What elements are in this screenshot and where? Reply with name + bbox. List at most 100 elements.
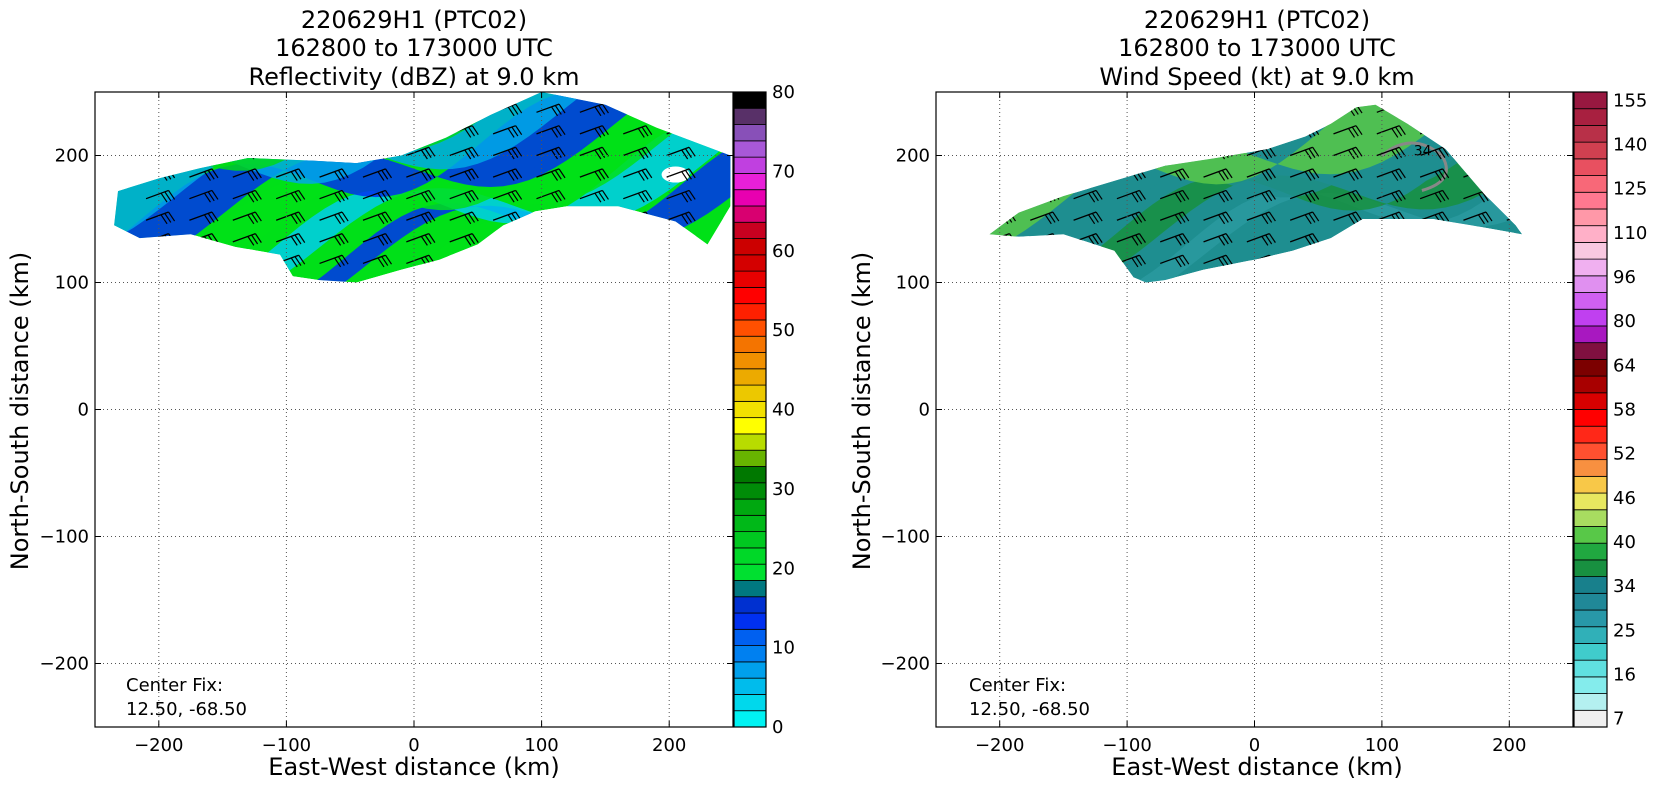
colorbar-tick-label: 40 bbox=[772, 400, 795, 421]
barb-feather bbox=[1265, 256, 1273, 266]
barb-feather bbox=[1005, 148, 1013, 158]
barb-feather bbox=[337, 191, 345, 202]
barb-feather bbox=[645, 168, 653, 179]
barb-feather bbox=[1225, 190, 1233, 200]
barb-feather bbox=[247, 236, 255, 246]
barb-feather bbox=[334, 106, 342, 117]
barb-feather bbox=[290, 192, 298, 203]
wind-barb bbox=[449, 254, 473, 265]
wind-barb bbox=[666, 254, 690, 265]
barb-feather bbox=[554, 191, 562, 202]
barb-feather bbox=[1131, 192, 1139, 203]
barb-feather bbox=[1485, 254, 1493, 265]
barb-feather bbox=[1395, 105, 1403, 115]
barb-feather bbox=[294, 105, 302, 115]
colorbar-segment bbox=[1573, 308, 1608, 327]
wind-barb bbox=[189, 125, 213, 135]
barb-feather bbox=[1529, 190, 1535, 199]
barb-feather bbox=[385, 103, 393, 114]
colorbar-segment bbox=[733, 254, 767, 272]
barb-feather bbox=[1529, 234, 1535, 243]
barb-feather bbox=[684, 169, 692, 180]
colorbar-segment bbox=[1573, 91, 1608, 110]
barb-feather bbox=[1312, 233, 1320, 243]
y-tick-label: 0 bbox=[78, 400, 89, 421]
barb-feather bbox=[1182, 254, 1190, 265]
wind-barb bbox=[406, 103, 430, 113]
wind-barb bbox=[1246, 104, 1270, 113]
x-tick-label: −200 bbox=[975, 735, 1024, 756]
barb-feather bbox=[1182, 104, 1190, 114]
barb-feather bbox=[1308, 256, 1316, 266]
barb-feather bbox=[507, 171, 515, 181]
barb-feather bbox=[1268, 190, 1276, 200]
barb-feather bbox=[1138, 233, 1146, 243]
barb-feather bbox=[641, 256, 649, 266]
barb-feather bbox=[1442, 168, 1450, 179]
wind-speed-panel: 220629H1 (PTC02) 162800 to 173000 UTC Wi… bbox=[848, 6, 1647, 781]
barb-feather bbox=[1442, 146, 1450, 157]
barb-feather bbox=[164, 105, 172, 115]
barb-feather bbox=[251, 191, 259, 202]
barb-feather bbox=[1308, 148, 1316, 158]
barb-feather bbox=[1438, 148, 1446, 158]
barb-feather bbox=[1261, 236, 1269, 246]
barb-feather bbox=[1308, 169, 1316, 180]
barb-feather bbox=[637, 214, 645, 225]
field-band bbox=[114, 92, 731, 272]
barb-feather bbox=[1178, 256, 1186, 266]
barb-feather bbox=[515, 146, 523, 157]
barb-feather bbox=[1481, 191, 1489, 202]
barb-feather bbox=[164, 126, 172, 137]
barb-feather bbox=[1351, 256, 1359, 266]
barb-feather bbox=[1221, 126, 1229, 137]
barb-feather bbox=[684, 126, 692, 137]
barb-feather bbox=[1044, 149, 1052, 160]
barb-feather bbox=[1052, 104, 1060, 114]
barb-feather bbox=[207, 256, 215, 266]
barb-feather bbox=[1135, 213, 1143, 223]
wind-barb bbox=[579, 254, 603, 265]
barb-feather bbox=[1095, 125, 1103, 136]
barb-feather bbox=[688, 168, 696, 179]
contour-34kt bbox=[1380, 141, 1448, 192]
colorbar-frame bbox=[1573, 91, 1608, 728]
barb-feather bbox=[594, 214, 602, 225]
barb-feather bbox=[1351, 234, 1359, 245]
colorbar-segment bbox=[733, 710, 767, 728]
barb-feather bbox=[1052, 190, 1060, 200]
barb-feather bbox=[601, 103, 609, 114]
barb-feather bbox=[377, 128, 385, 138]
barb-feather bbox=[1182, 125, 1190, 136]
wind-barb bbox=[1506, 125, 1522, 135]
barb-feather bbox=[428, 168, 436, 179]
barb-feather bbox=[1304, 106, 1312, 117]
y-tick-label: 100 bbox=[896, 273, 930, 294]
x-tick-label: 0 bbox=[1249, 735, 1260, 756]
colorbar-segment bbox=[733, 319, 767, 337]
barb-feather bbox=[251, 126, 259, 137]
barb-feather bbox=[207, 169, 215, 180]
colorbar-segment bbox=[733, 400, 767, 419]
barb-feather bbox=[684, 234, 692, 245]
barb-feather bbox=[645, 146, 653, 157]
barb-feather bbox=[1526, 149, 1532, 158]
barb-feather bbox=[1481, 169, 1489, 180]
barb-feather bbox=[558, 103, 566, 114]
barb-feather bbox=[385, 190, 393, 200]
barb-feather bbox=[551, 128, 559, 138]
barb-feather bbox=[1225, 125, 1233, 136]
x-tick-label: 100 bbox=[1365, 735, 1399, 756]
colorbar-segment bbox=[1573, 292, 1608, 310]
barb-feather bbox=[1131, 128, 1139, 138]
barb-feather bbox=[341, 125, 349, 136]
barb-feather bbox=[160, 192, 168, 203]
barb-feather bbox=[1131, 257, 1139, 268]
colorbar-tick-label: 70 bbox=[772, 161, 795, 182]
barb-feather bbox=[551, 236, 559, 246]
barb-feather bbox=[1398, 168, 1406, 179]
barb-feather bbox=[464, 192, 472, 203]
barb-feather bbox=[684, 148, 692, 158]
barb-feather bbox=[337, 105, 345, 115]
barb-feather bbox=[1091, 148, 1099, 158]
